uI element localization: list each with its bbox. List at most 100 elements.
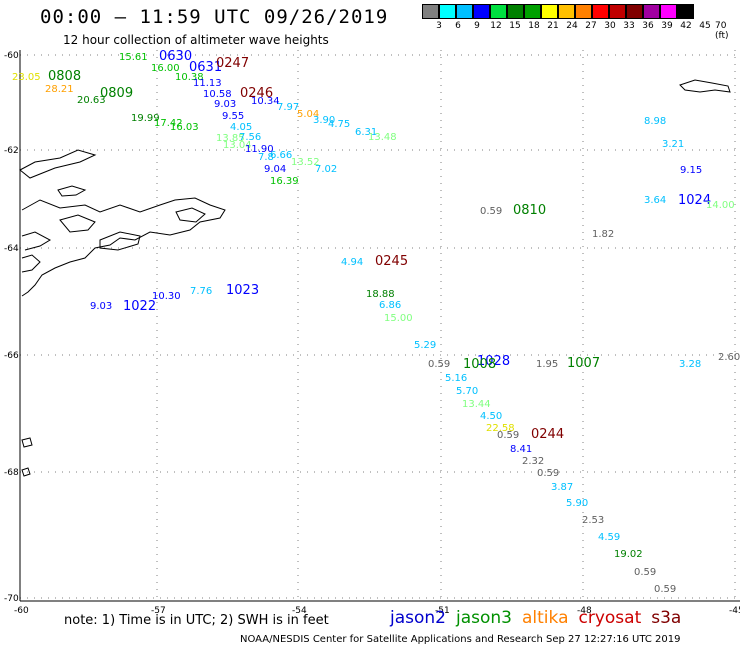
color-scale-tick: 45: [699, 21, 711, 31]
note-text: note: 1) Time is in UTC; 2) SWH is in fe…: [64, 613, 329, 628]
coastline-island-6: [99, 231, 141, 251]
lon-tick-label: -45: [729, 606, 740, 616]
coastline: [19, 79, 731, 477]
color-scale-cell: [507, 4, 524, 19]
wave-height-label: 5.29: [414, 340, 436, 351]
color-scale-tick: 9: [474, 21, 480, 31]
lon-tick-label: -51: [435, 606, 450, 616]
color-scale-cell: [473, 4, 490, 19]
pass-time-label: 1024: [678, 193, 711, 208]
wave-height-label: 17.42: [154, 118, 183, 129]
wave-height-label: 9.55: [222, 111, 244, 122]
color-scale-tick: 30: [604, 21, 616, 31]
color-scale-tick: 12: [490, 21, 502, 31]
lat-lon-grid: [19, 50, 740, 601]
color-scale-tick: 18: [528, 21, 540, 31]
wave-height-label: 9.15: [680, 165, 702, 176]
wave-height-label: 2.32: [522, 456, 544, 467]
color-scale-cell: [439, 4, 456, 19]
wave-height-label: 19.02: [614, 549, 643, 560]
map-subtitle: 12 hour collection of altimeter wave hei…: [63, 33, 329, 47]
wave-height-label: 2.53: [582, 515, 604, 526]
legend-jason2: jason2: [390, 608, 446, 628]
coastline-island-5: [59, 214, 96, 233]
pass-time-label: 1022: [123, 299, 156, 314]
color-scale-cell: [558, 4, 575, 19]
legend-altika: altika: [522, 608, 569, 628]
coastline-island-11: [21, 467, 31, 477]
wave-height-label: 4.59: [598, 532, 620, 543]
lat-tick-label: -60: [4, 51, 19, 61]
pass-time-label: 1028: [477, 354, 510, 369]
color-scale-bar: [422, 4, 694, 19]
wave-height-label: 8.98: [644, 116, 666, 127]
pass-time-label: 0247: [216, 56, 249, 71]
wave-height-label: 9.04: [264, 164, 286, 175]
wave-height-label: 7.76: [190, 286, 212, 297]
pass-time-label: 0631: [189, 60, 222, 75]
lat-tick-label: -64: [4, 244, 19, 254]
coastline-island-7: [175, 207, 206, 223]
pass-time-label: 0809: [100, 86, 133, 101]
wave-height-label: 9.03: [90, 301, 112, 312]
color-scale-tick: 70 (ft): [715, 21, 729, 41]
wave-height-label: 13.04: [223, 140, 252, 151]
color-scale-cell: [660, 4, 677, 19]
color-scale-cell: [456, 4, 473, 19]
coastline-island-2: [57, 185, 87, 197]
wave-height-label: 16.39: [270, 176, 299, 187]
pass-time-label: 0244: [531, 427, 564, 442]
wave-height-label: 4.05: [230, 122, 252, 133]
color-scale-tick: 33: [623, 21, 635, 31]
wave-height-label: 6.86: [379, 300, 401, 311]
wave-height-label: 3.90: [313, 115, 335, 126]
wave-height-label: 7.02: [315, 164, 337, 175]
color-scale-cell: [643, 4, 660, 19]
color-scale-cell: [524, 4, 541, 19]
legend-jason3: jason3: [456, 608, 512, 628]
wave-height-label: 15.00: [384, 313, 413, 324]
color-scale-tick: 27: [585, 21, 597, 31]
wave-height-label: 6.66: [270, 150, 292, 161]
wave-height-label: 0.59: [497, 430, 519, 441]
wave-height-label: 0.59: [654, 584, 676, 595]
wave-height-label: 7.8: [258, 152, 274, 163]
wave-height-label: 19.99: [131, 113, 160, 124]
color-scale-tick: 42: [680, 21, 692, 31]
wave-height-label: 0.59: [634, 567, 656, 578]
pass-time-label: 1007: [567, 356, 600, 371]
color-scale-cell: [422, 4, 439, 19]
pass-time-label: 0246: [240, 86, 273, 101]
coastline-island-8: [21, 254, 41, 273]
color-scale-cell: [541, 4, 558, 19]
coastline-island-3: [21, 197, 226, 297]
wave-height-label: 2.60: [718, 352, 740, 363]
color-scale-cell: [609, 4, 626, 19]
wave-height-label: 7.56: [239, 132, 261, 143]
wave-height-label: 23.05: [12, 72, 41, 83]
wave-height-label: 28.21: [45, 84, 74, 95]
wave-height-label: 14.00: [706, 200, 735, 211]
wave-height-label: 13.44: [462, 399, 491, 410]
wave-height-label: 11.13: [193, 78, 222, 89]
wave-height-label: 10.34: [251, 96, 280, 107]
color-scale-cell: [575, 4, 592, 19]
wave-height-label: 20.63: [77, 95, 106, 106]
wave-height-label: 13.85: [216, 133, 245, 144]
color-scale-tick: 36: [642, 21, 654, 31]
color-scale-cell: [677, 4, 694, 19]
coastline-island-10: [21, 437, 33, 448]
wave-height-label: 22.58: [486, 423, 515, 434]
credit-line: NOAA/NESDIS Center for Satellite Applica…: [240, 634, 681, 645]
wave-height-label: 15.61: [119, 52, 148, 63]
pass-time-label: 0808: [48, 69, 81, 84]
pass-time-label: 1008: [463, 357, 496, 372]
wave-height-label: 5.04: [297, 109, 319, 120]
pass-time-label: 0810: [513, 203, 546, 218]
satellite-legend: jason2 jason3 altika cryosat s3a: [390, 608, 691, 628]
color-scale-cell: [626, 4, 643, 19]
wave-height-label: 10.30: [152, 291, 181, 302]
wave-height-label: 5.90: [566, 498, 588, 509]
wave-height-label: 10.58: [203, 89, 232, 100]
